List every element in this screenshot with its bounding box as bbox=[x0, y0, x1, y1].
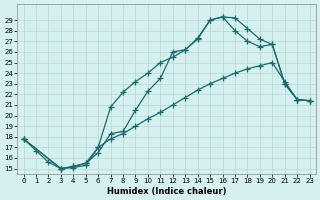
X-axis label: Humidex (Indice chaleur): Humidex (Indice chaleur) bbox=[107, 187, 226, 196]
